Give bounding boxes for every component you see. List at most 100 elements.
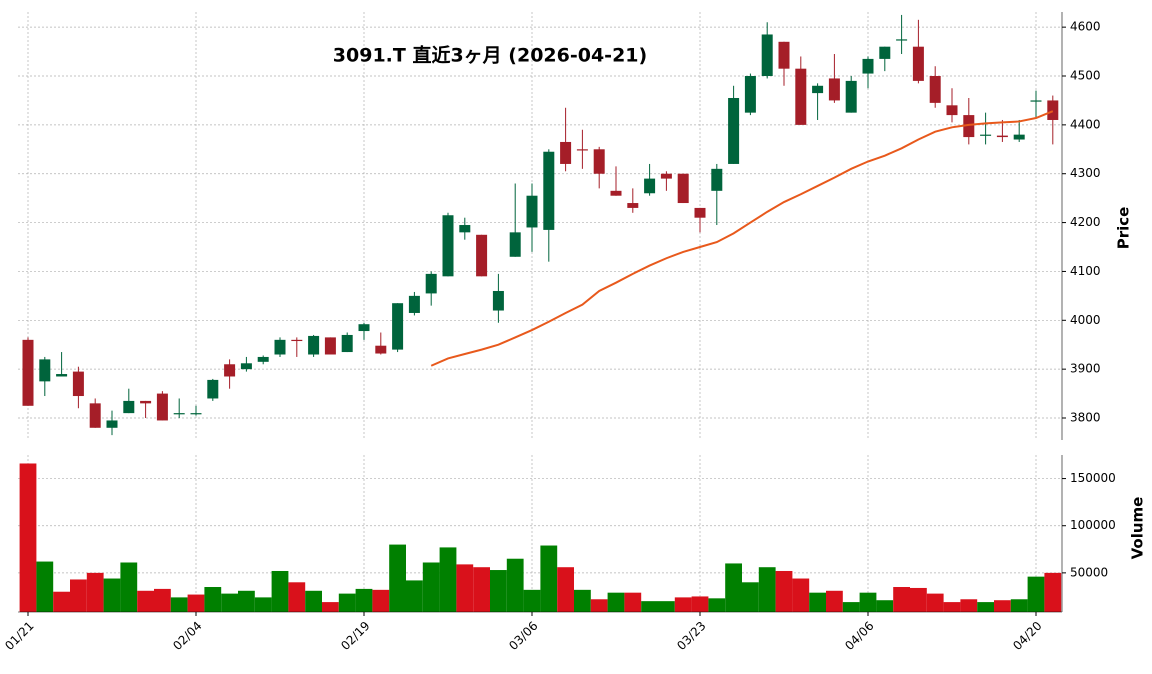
candle-body: [778, 41, 790, 69]
volume-bar: [422, 562, 440, 612]
volume-bar: [456, 564, 474, 612]
volume-bar: [1044, 572, 1062, 612]
candle-body: [543, 151, 555, 230]
volume-bar: [389, 544, 406, 612]
y-tick-label: 150000: [1070, 471, 1116, 485]
candle-body: [795, 68, 807, 125]
volume-bar: [204, 587, 222, 612]
candle-body: [123, 400, 135, 414]
candle-body: [459, 225, 471, 233]
candle-body: [677, 173, 689, 204]
moving-average: [430, 110, 1054, 367]
volume-bar: [473, 567, 490, 612]
y-tick-label: 4100: [1070, 264, 1101, 278]
volume-bar: [271, 570, 289, 612]
volume-bar: [641, 601, 658, 612]
candle-body: [106, 420, 118, 428]
y-tick-label: 4500: [1070, 69, 1101, 83]
volume-bar: [758, 567, 776, 612]
volume-bar: [19, 463, 37, 612]
candle-body: [207, 379, 219, 399]
candle-body: [375, 345, 387, 354]
volume-bar: [977, 602, 994, 612]
candle-body: [946, 105, 958, 116]
volume-bar: [170, 597, 188, 612]
candle-body: [89, 403, 101, 428]
x-tick-label: 02/04: [170, 619, 204, 653]
candle-body: [72, 371, 84, 397]
chart-title: 3091.T 直近3ヶ月 (2026-04-21): [333, 44, 647, 67]
volume-bar: [926, 593, 944, 612]
volume-bar: [893, 587, 910, 612]
volume-bar: [540, 545, 558, 612]
volume-bar: [826, 590, 843, 612]
volume-bar: [187, 594, 205, 612]
volume-bar: [406, 580, 423, 612]
candle-body: [190, 413, 202, 415]
candle-body: [240, 363, 252, 370]
candle-body: [576, 149, 588, 151]
volume-bar: [792, 578, 810, 612]
volume-bar: [842, 602, 860, 612]
candle-body: [610, 190, 622, 196]
candle-body: [509, 232, 521, 257]
candle-body: [1047, 100, 1059, 120]
candle-body: [644, 178, 656, 194]
candle-body: [828, 78, 840, 101]
volume-bar: [70, 579, 87, 612]
y-tick-label: 4600: [1070, 20, 1101, 34]
volume-bar: [1027, 576, 1045, 612]
volume-bar: [775, 570, 793, 612]
x-tick-label: 04/20: [1010, 619, 1044, 653]
x-tick-label: 04/06: [842, 619, 876, 653]
volume-bar: [506, 558, 524, 612]
volume-bar: [943, 602, 961, 612]
candle-body: [896, 39, 908, 41]
candle-body: [660, 173, 672, 179]
volume-bar: [876, 600, 894, 612]
volume-bar: [859, 592, 877, 612]
volume-bar: [557, 567, 574, 612]
volume-bar: [658, 601, 675, 612]
candle-body: [308, 335, 320, 355]
candle-body: [358, 324, 370, 332]
candle-body: [980, 134, 992, 136]
candle-body: [156, 393, 168, 421]
volume-bar: [1010, 599, 1028, 612]
candle-body: [257, 356, 269, 362]
volume-bar: [305, 590, 322, 612]
candle-body: [492, 290, 504, 311]
y-tick-label: 100000: [1070, 518, 1116, 532]
candle-body: [711, 168, 723, 191]
candle-body: [744, 76, 756, 113]
candle-body: [929, 76, 941, 103]
volume-bar: [288, 582, 306, 612]
volume-bar: [994, 600, 1011, 612]
candle-body: [593, 149, 605, 174]
volume-bar: [725, 563, 742, 612]
volume-bar: [574, 589, 591, 612]
volume-bar: [372, 589, 390, 612]
candle-body: [442, 215, 454, 277]
y-tick-label: 4300: [1070, 166, 1101, 180]
x-tick-label: 02/19: [338, 619, 372, 653]
candle-body: [560, 141, 572, 164]
volume-bar: [86, 572, 104, 612]
candle-body: [140, 400, 152, 404]
volume-bar: [103, 578, 121, 612]
volume-bar: [607, 592, 625, 612]
volume-bar: [221, 593, 238, 612]
candle-body: [812, 85, 824, 94]
volume-bar: [910, 587, 927, 612]
volume-bar: [809, 592, 826, 612]
volume-bar: [338, 593, 356, 612]
candle-body: [879, 46, 891, 59]
candle-body: [425, 273, 437, 294]
y-tick-label: 3900: [1070, 362, 1101, 376]
volume-bar: [523, 589, 541, 612]
volume-bar: [36, 561, 54, 612]
volume-bar: [137, 590, 154, 612]
candle-body: [912, 46, 924, 81]
candle-body: [627, 203, 639, 208]
volume-bar: [120, 562, 138, 612]
